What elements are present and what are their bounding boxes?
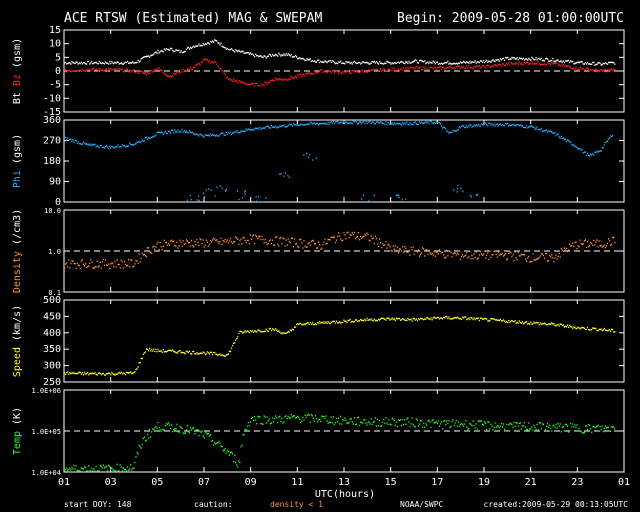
y-tick-label: 350 (43, 344, 61, 355)
y-axis-label-part: (K) (12, 407, 23, 431)
y-tick-label: 500 (43, 295, 61, 306)
chart-title: ACE RTSW (Estimated) MAG & SWEPAM (64, 11, 322, 26)
panel-frame (63, 119, 625, 203)
y-tick-label: 15 (49, 25, 61, 36)
y-tick-label: 0.1 (48, 289, 61, 297)
begin-time: Begin: 2009-05-28 01:00:00UTC (397, 11, 624, 26)
y-axis-label: Bt Bz (gsm) (12, 38, 23, 104)
y-axis-label: Temp (K) (12, 407, 23, 455)
y-tick-label: 1.0E+06 (31, 387, 61, 395)
y-tick-label: -5 (49, 80, 61, 91)
series-speed (64, 315, 616, 376)
y-tick-label: 400 (43, 328, 61, 339)
y-axis-label: Phi (gsm) (12, 134, 23, 188)
y-tick-label: 180 (43, 156, 61, 167)
y-tick-label: 1.0 (48, 248, 61, 256)
y-tick-label: 300 (43, 361, 61, 372)
x-tick-label: 17 (431, 477, 443, 488)
x-tick-label: 03 (105, 477, 117, 488)
x-axis-label: UTC(hours) (315, 489, 375, 500)
y-axis-label-part: Bz (12, 74, 23, 92)
y-tick-label: 10 (49, 39, 61, 50)
x-tick-label: 23 (571, 477, 583, 488)
y-axis-label-part: Phi (12, 170, 23, 188)
x-tick-label: 13 (338, 477, 350, 488)
start-doy: start DOY: 148 (64, 500, 132, 509)
x-tick-label: 11 (291, 477, 303, 488)
series-phi (64, 120, 614, 203)
y-axis-label-part: Temp (12, 431, 23, 455)
x-tick-label: 15 (385, 477, 397, 488)
caution-label: caution: (194, 500, 233, 509)
panel-density: 0.1 1.0 10.0 Density (/cm3) (12, 207, 625, 297)
x-tick-label: 19 (478, 477, 490, 488)
x-tick-label: 01 (618, 477, 630, 488)
y-axis-label-part: (gsm) (12, 38, 23, 74)
x-tick-label: 05 (151, 477, 163, 488)
y-axis-label-part: Speed (12, 347, 23, 377)
y-tick-label: 360 (43, 115, 61, 126)
y-tick-label: 1.0E+04 (31, 469, 61, 477)
created-time: created:2009-05-29 00:13:05UTC (484, 500, 629, 509)
panel-phi: 0 90 180 270 360 Phi (gsm) (12, 115, 625, 208)
y-axis-label-part: (km/s) (12, 305, 23, 347)
y-tick-label: 250 (43, 377, 61, 388)
series-bt (64, 39, 616, 66)
y-axis-label: Speed (km/s) (12, 305, 23, 377)
y-tick-label: 90 (49, 177, 61, 188)
panel-bz: -15 -10 -5 0 5 10 15 Bt Bz (gsm) (12, 25, 625, 118)
x-tick-label: 07 (198, 477, 210, 488)
y-tick-label: 0 (55, 197, 61, 208)
panel-speed: 250 300 350 400 450 500 Speed (km/s) (12, 295, 625, 388)
x-tick-label: 01 (58, 477, 70, 488)
y-tick-label: 270 (43, 136, 61, 147)
series-bz (64, 58, 616, 87)
y-axis-label-part: Density (12, 251, 23, 293)
y-axis-label-part: Bt (12, 92, 23, 104)
y-tick-label: 0 (55, 66, 61, 77)
y-axis-label-part: (gsm) (12, 134, 23, 170)
x-tick-label: 21 (525, 477, 537, 488)
density-note: density < 1 (270, 500, 323, 509)
panel-temp: 1.0E+04 1.0E+05 1.0E+06 Temp (K) (12, 387, 625, 477)
y-tick-label: 5 (55, 52, 61, 63)
y-axis-label-part: (/cm3) (12, 209, 23, 251)
series-temp (64, 413, 616, 472)
y-tick-label: 1.0E+05 (31, 428, 61, 436)
y-axis-label: Density (/cm3) (12, 209, 23, 293)
y-tick-label: 10.0 (44, 207, 61, 215)
series-density (64, 231, 616, 270)
panel-frame (63, 299, 625, 383)
source-label: NOAA/SWPC (400, 500, 444, 509)
y-tick-label: 450 (43, 311, 61, 322)
y-tick-label: -10 (43, 93, 61, 104)
y-tick-label: -15 (43, 107, 61, 118)
x-tick-label: 09 (245, 477, 257, 488)
